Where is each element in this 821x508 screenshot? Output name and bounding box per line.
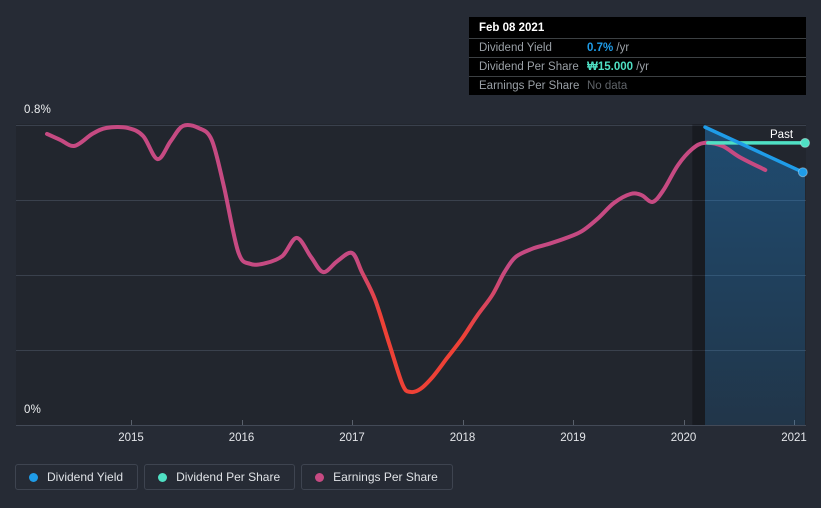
tooltip-label: Earnings Per Share xyxy=(479,79,580,92)
gridline xyxy=(16,349,806,351)
legend-toggle-dividend-yield[interactable]: Dividend Yield xyxy=(15,464,139,490)
chart-tooltip: Feb 08 2021 Dividend Yield 0.7% /yr Divi… xyxy=(469,17,806,95)
x-tick-label: 2021 xyxy=(781,432,807,444)
x-tick xyxy=(462,420,464,425)
tooltip-row-dividend-yield: Dividend Yield 0.7% /yr xyxy=(469,38,806,57)
tooltip-row-dividend-per-share: Dividend Per Share ₩15.000 /yr xyxy=(469,57,806,76)
x-tick-label: 2018 xyxy=(449,432,476,444)
dividend-yield-endpoint-dot xyxy=(797,167,808,178)
tooltip-date: Feb 08 2021 xyxy=(479,22,545,34)
past-region-band xyxy=(692,124,706,425)
gridline xyxy=(16,124,806,126)
earnings-per-share-dot-icon xyxy=(315,472,325,482)
legend-toggle-dividend-per-share[interactable]: Dividend Per Share xyxy=(144,464,296,490)
x-tick xyxy=(352,420,353,425)
tooltip-label: Dividend Per Share xyxy=(479,60,579,73)
tooltip-value-suffix: /yr xyxy=(633,60,650,73)
x-tick xyxy=(241,420,243,425)
x-tick-label: 2015 xyxy=(118,432,144,444)
x-tick xyxy=(573,420,574,425)
past-region-label: Past xyxy=(770,129,794,141)
legend-label: Dividend Per Share xyxy=(176,470,281,484)
x-tick-label: 2016 xyxy=(228,432,255,444)
y-axis-min-label: 0% xyxy=(24,404,42,416)
dividend-yield-dot-icon xyxy=(29,472,38,482)
dividend-per-share-dot-icon xyxy=(158,472,168,482)
dividend-per-share-endpoint-dot xyxy=(800,137,811,148)
x-tick xyxy=(683,420,685,425)
x-tick xyxy=(131,420,132,425)
x-tick-label: 2020 xyxy=(670,432,697,444)
gridline xyxy=(16,199,806,201)
chart-legend: Dividend Yield Dividend Per Share Earnin… xyxy=(15,464,453,490)
x-tick-label: 2019 xyxy=(560,432,586,444)
x-tick-label: 2017 xyxy=(339,432,365,444)
legend-label: Dividend Yield xyxy=(47,470,124,484)
legend-toggle-earnings-per-share[interactable]: Earnings Per Share xyxy=(301,464,453,490)
tooltip-value: No data xyxy=(587,79,628,92)
x-axis-line xyxy=(16,425,806,426)
earnings-per-share-line xyxy=(45,123,768,395)
tooltip-value-suffix: /yr xyxy=(613,41,630,54)
gridline xyxy=(16,274,806,276)
legend-label: Earnings Per Share xyxy=(333,470,438,484)
y-axis-max-label: 0.8% xyxy=(24,104,52,116)
dividend-yield-line xyxy=(703,125,805,174)
tooltip-row-earnings-per-share: Earnings Per Share No data xyxy=(469,76,806,95)
past-region-fill xyxy=(705,127,805,425)
tooltip-value: ₩15.000 xyxy=(587,60,634,73)
tooltip-label: Dividend Yield xyxy=(479,41,552,54)
tooltip-value: 0.7% xyxy=(587,41,614,54)
